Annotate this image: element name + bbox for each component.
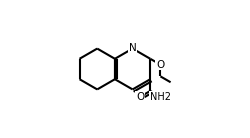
Text: NH2: NH2 xyxy=(150,92,171,102)
Text: O: O xyxy=(156,60,164,70)
Text: N: N xyxy=(129,43,136,53)
Text: O: O xyxy=(136,92,144,102)
